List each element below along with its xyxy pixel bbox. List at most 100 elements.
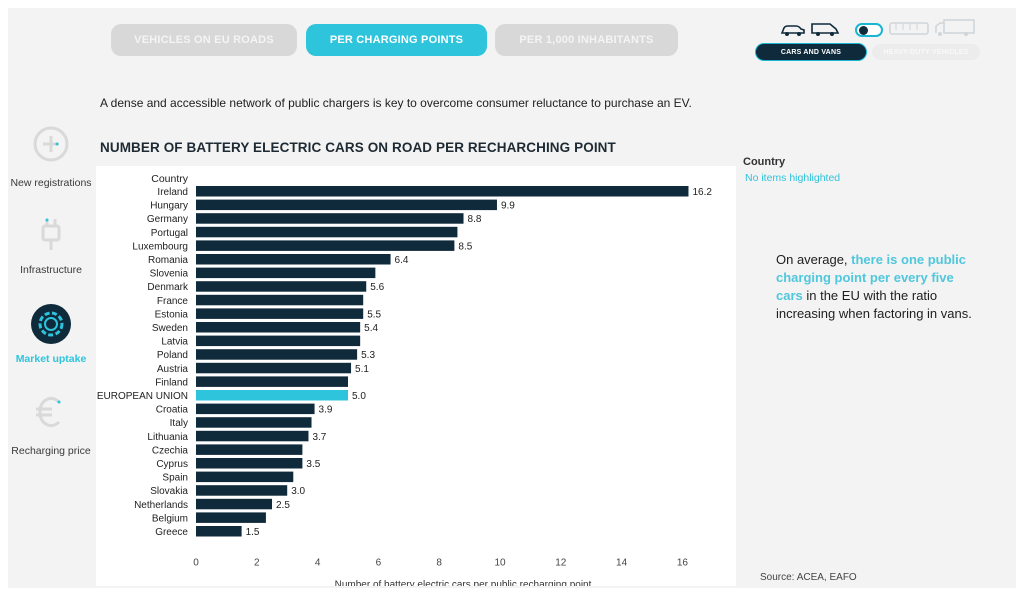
x-tick-label: 4 (315, 558, 321, 569)
category-label: Spain (162, 473, 188, 484)
bar[interactable] (196, 430, 309, 442)
category-label: Greece (155, 527, 188, 538)
sidebar-item-market-uptake[interactable]: Market uptake (15, 353, 87, 365)
callout-suffix: in the EU with the ratio increasing when… (776, 288, 972, 321)
category-label: Finland (155, 377, 188, 388)
category-label: Poland (157, 350, 188, 361)
bar[interactable] (196, 240, 455, 251)
heavy-duty-vehicles-button[interactable]: HEAVY-DUTY VEHICLES (872, 44, 980, 60)
x-tick-label: 16 (677, 558, 689, 569)
category-label: Latvia (161, 337, 188, 348)
van-icon[interactable] (810, 20, 840, 38)
category-label: Germany (147, 214, 188, 225)
bar[interactable] (196, 512, 266, 523)
category-label: Luxembourg (132, 241, 188, 252)
bar[interactable] (196, 417, 312, 428)
bar-chart: Country Ireland 16.2 Hungary 9.9 Germany 8.8 Po… (97, 173, 713, 591)
bar-value-label: 16.2 (692, 187, 712, 198)
bar[interactable] (196, 335, 361, 347)
category-label: Hungary (150, 201, 188, 212)
euro-icon[interactable] (32, 394, 68, 430)
sidebar-item-recharging-price[interactable]: Recharging price (11, 445, 91, 457)
category-label: Cyprus (156, 459, 188, 470)
bus-icon[interactable] (888, 20, 932, 38)
category-label: Netherlands (134, 500, 188, 511)
category-label: Czechia (152, 445, 189, 456)
insight-callout: On average, there is one public charging… (776, 251, 976, 323)
bar[interactable] (196, 281, 367, 292)
x-tick-label: 14 (616, 558, 628, 569)
category-label: Romania (148, 255, 188, 266)
bar[interactable] (196, 471, 294, 483)
bar[interactable] (196, 186, 689, 197)
x-tick-label: 0 (193, 558, 199, 569)
bar[interactable] (196, 376, 348, 387)
legend-highlight-status[interactable]: No items highlighted (745, 172, 841, 184)
bar[interactable] (196, 213, 464, 224)
chart-title: NUMBER OF BATTERY ELECTRIC CARS ON ROAD … (100, 140, 616, 155)
category-label: Austria (157, 364, 189, 375)
x-tick-label: 12 (555, 558, 567, 569)
legend-title: Country (743, 156, 786, 168)
bar[interactable] (196, 308, 364, 319)
callout-highlight: there is one public charging point per e… (776, 252, 967, 303)
category-label: Belgium (152, 513, 188, 524)
sidebar-item-infrastructure[interactable]: Infrastructure (20, 264, 82, 276)
category-label: Slovakia (150, 486, 188, 497)
category-label: Italy (170, 418, 188, 429)
x-tick-label: 10 (494, 558, 506, 569)
bar-value-label: 5.3 (361, 350, 375, 361)
gear-icon[interactable] (30, 303, 72, 345)
bar[interactable] (196, 322, 361, 333)
bar[interactable] (196, 458, 303, 469)
category-label: Croatia (156, 405, 189, 416)
bar-value-label: 1.5 (246, 527, 260, 538)
bar-value-label: 5.1 (355, 364, 369, 375)
intro-text: A dense and accessible network of public… (100, 96, 692, 110)
category-label: France (157, 296, 189, 307)
bar[interactable] (196, 485, 288, 496)
x-tick-label: 8 (436, 558, 442, 569)
bar-value-label: 6.4 (395, 255, 409, 266)
callout-prefix: On average, (776, 252, 852, 267)
tab-per-charging-points[interactable]: PER CHARGING POINTS (306, 24, 487, 56)
bar-value-label: 9.9 (501, 201, 515, 212)
bar[interactable] (196, 267, 376, 279)
x-axis-label: Number of battery electric cars per publ… (335, 580, 592, 586)
bar[interactable] (196, 526, 242, 537)
vehicle-type-toggle[interactable] (855, 23, 883, 37)
bar[interactable] (196, 498, 272, 510)
bar-value-label: 5.0 (352, 391, 366, 402)
bar[interactable] (196, 199, 497, 211)
bar-value-label: 3.0 (291, 486, 305, 497)
bar[interactable] (196, 254, 391, 265)
plug-icon[interactable] (33, 216, 69, 252)
tab-per-1000-inhabitants[interactable]: PER 1,000 INHABITANTS (495, 24, 678, 56)
car-icon[interactable] (780, 22, 806, 38)
bar[interactable] (196, 444, 303, 455)
plus-icon[interactable] (33, 126, 69, 162)
bar[interactable] (196, 362, 352, 374)
source-note: Source: ACEA, EAFO (760, 572, 857, 583)
category-label: Lithuania (147, 432, 188, 443)
cars-and-vans-button[interactable]: CARS AND VANS (756, 44, 866, 60)
bar-value-label: 3.5 (306, 459, 320, 470)
category-label: Denmark (147, 282, 189, 293)
bar[interactable] (196, 294, 364, 306)
tab-vehicles-on-eu-roads[interactable]: VEHICLES ON EU ROADS (111, 24, 297, 56)
sidebar-item-new-registrations[interactable]: New registrations (10, 177, 92, 189)
category-label: Estonia (155, 309, 189, 320)
bar-value-label: 5.6 (370, 282, 384, 293)
bar[interactable] (196, 226, 458, 238)
category-label: Ireland (157, 187, 188, 198)
bar-value-label: 8.8 (468, 214, 482, 225)
category-label: Slovenia (150, 269, 189, 280)
bar[interactable] (196, 349, 358, 360)
bar[interactable] (196, 403, 315, 415)
truck-icon[interactable] (934, 18, 976, 38)
bar-value-label: 8.5 (458, 241, 472, 252)
bar[interactable] (196, 390, 348, 401)
category-header: Country (151, 173, 189, 185)
x-tick-label: 6 (376, 558, 382, 569)
chart-area: Country Ireland 16.2 Hungary 9.9 Germany 8.8 Po… (96, 166, 736, 591)
